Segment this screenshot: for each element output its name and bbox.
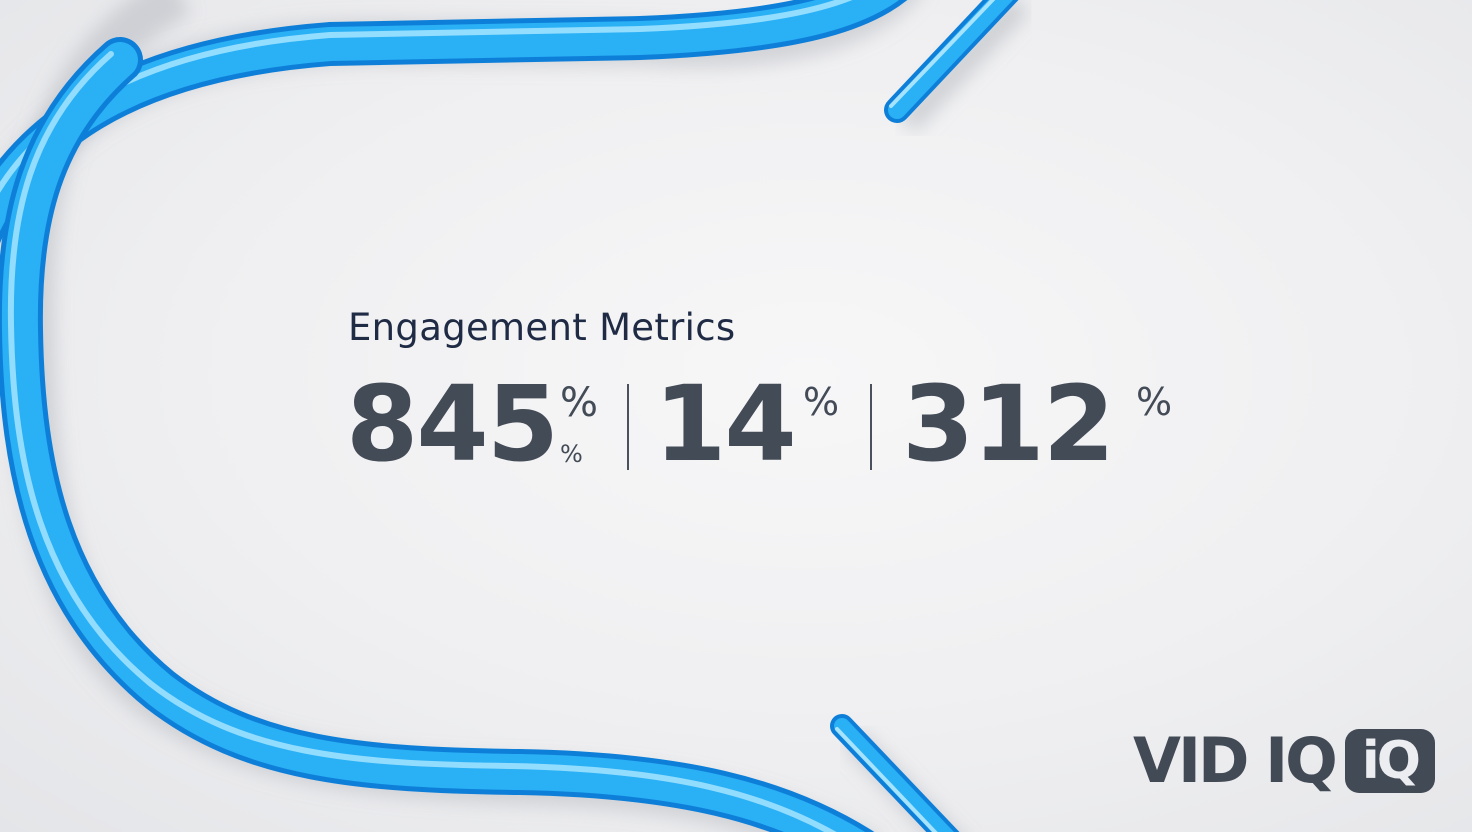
- logo-badge: iQ: [1344, 729, 1435, 793]
- metric-value-2: 14: [654, 363, 797, 485]
- page-title: Engagement Metrics: [348, 306, 736, 349]
- metric-unit-1-secondary: %: [560, 440, 583, 468]
- metric-unit-2: %: [803, 380, 840, 424]
- logo-wordmark: VID IQ: [1133, 724, 1338, 797]
- metric-divider: [627, 384, 629, 470]
- brand-logo: VID IQ iQ: [1133, 726, 1435, 796]
- metric-value-1: 845: [346, 363, 559, 485]
- metric-divider: [870, 384, 872, 470]
- metric-unit-3: %: [1136, 380, 1173, 424]
- metric-unit-1: %: [560, 380, 599, 426]
- metric-value-3: 312: [902, 363, 1115, 485]
